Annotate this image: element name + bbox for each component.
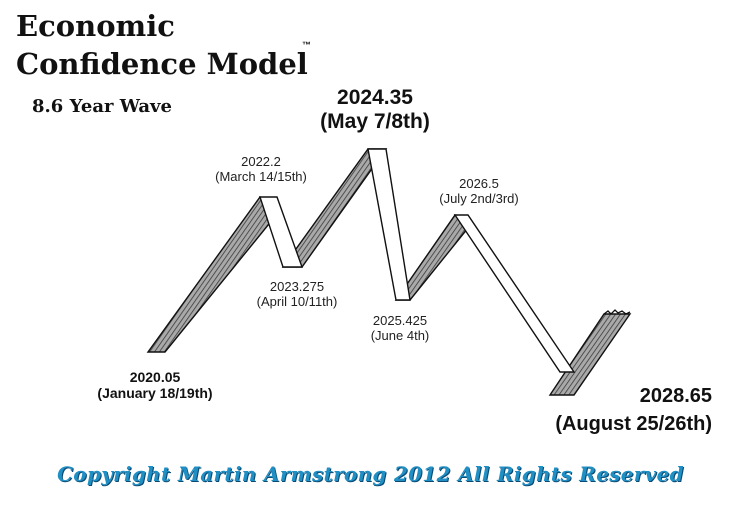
wave-leg-2024-2025 [367, 148, 411, 301]
label-2026-note: (July 2nd/3rd) [439, 190, 519, 206]
wave-end-mark [603, 309, 631, 315]
trademark-symbol: ™ [302, 40, 311, 50]
label-2025-date: 2025.425 [372, 313, 428, 328]
label-2023-note: (April 10/11th) [256, 293, 338, 309]
label-2020-note: (January 18/19th) [97, 385, 213, 402]
label-2028-date: 2028.65 [639, 385, 712, 407]
label-2020: 2020.05 (January 18/19th) [72, 369, 238, 401]
wave-leg-2026-2028 [453, 214, 576, 373]
label-2023: 2023.275 (April 10/11th) [242, 279, 352, 310]
label-2028-note: (August 25/26th) [555, 413, 712, 435]
title-line-2: Confidence Model [16, 47, 308, 81]
wave-leg-2022-2023 [259, 196, 303, 268]
title-line-1: Economic [16, 9, 175, 43]
label-2022: 2022.2 (March 14/15th) [199, 154, 323, 185]
label-2024: 2024.35 (May 7/8th) [305, 86, 445, 134]
label-2026: 2026.5 (July 2nd/3rd) [423, 176, 535, 207]
wave-leg-2028-rise [548, 313, 632, 396]
label-2023-date: 2023.275 [269, 279, 325, 294]
label-2024-note: (May 7/8th) [320, 110, 430, 134]
label-2020-date: 2020.05 [129, 369, 181, 385]
wave-leg-2020-2022 [146, 195, 278, 353]
label-2025-note: (June 4th) [370, 327, 430, 343]
label-2025: 2025.425 (June 4th) [352, 313, 448, 344]
label-2024-date: 2024.35 [337, 86, 413, 109]
label-2022-note: (March 14/15th) [215, 168, 307, 184]
copyright-notice: Copyright Martin Armstrong 2012 All Righ… [57, 462, 684, 486]
label-2026-date: 2026.5 [459, 176, 499, 191]
subtitle: 8.6 Year Wave [32, 96, 172, 117]
label-2028: 2028.65 (August 25/26th) [492, 382, 712, 438]
label-2022-date: 2022.2 [241, 154, 281, 169]
